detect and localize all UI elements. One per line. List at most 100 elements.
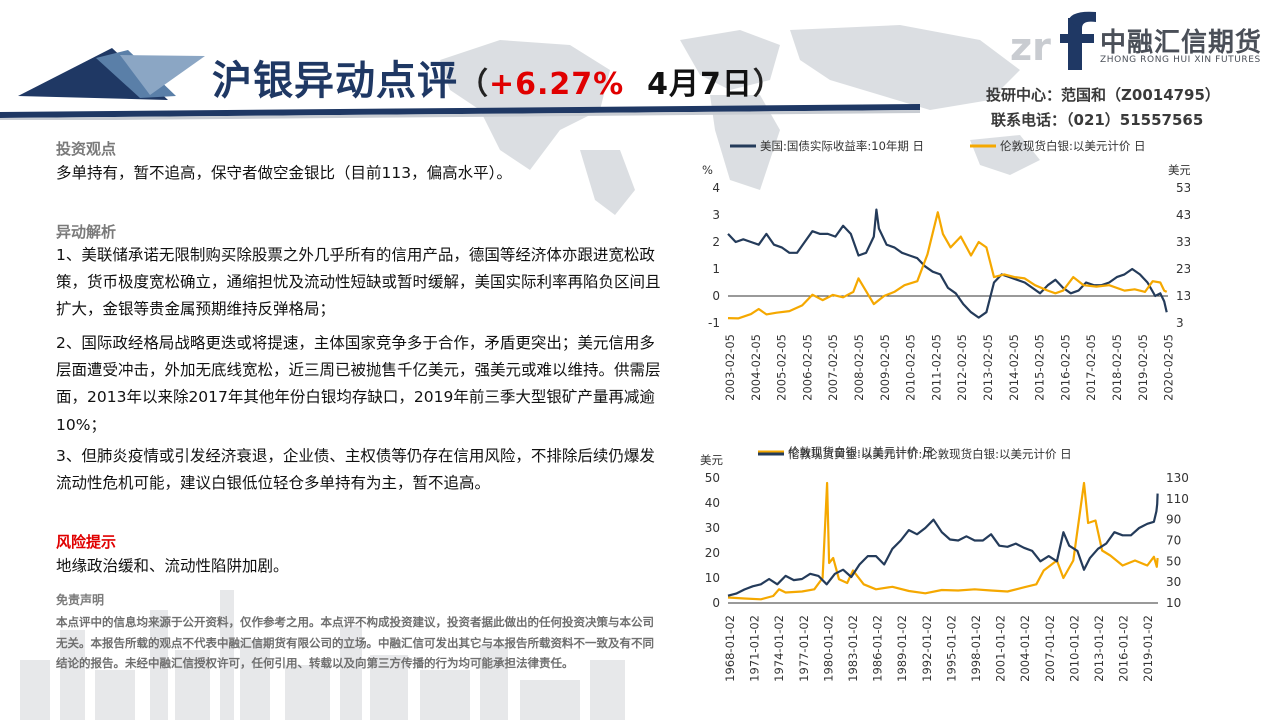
- title-date-text: 4月7日: [647, 67, 753, 102]
- x-tick-label: 2008-02-05: [852, 334, 866, 401]
- legend-label: 美国:国债实际收益率:10年期 日: [760, 139, 924, 153]
- x-tick-label: 1977-01-02: [797, 615, 811, 682]
- company-logo-icon: zr: [1010, 11, 1096, 70]
- right-tick-label: 50: [1166, 554, 1181, 568]
- right-tick-label: 90: [1166, 513, 1181, 527]
- x-tick-label: 2003-02-05: [723, 334, 737, 401]
- series-line: [727, 208, 1168, 319]
- x-tick-label: 1998-01-02: [969, 615, 983, 682]
- x-tick-label: 1968-01-02: [723, 615, 737, 682]
- analysis-paragraph-1: 1、美联储承诺无限制购买除股票之外几乎所有的信用产品，德国等经济体亦跟进宽松政策…: [56, 246, 661, 319]
- left-tick-label: 3: [712, 208, 720, 222]
- analysis-heading: 异动解析: [56, 223, 117, 241]
- x-tick-label: 2015-02-05: [1033, 334, 1047, 401]
- x-tick-label: 1986-01-02: [871, 615, 885, 682]
- left-tick-label: 0: [712, 289, 720, 303]
- right-tick-label: 30: [1166, 575, 1181, 589]
- legend-label: 伦敦现货白银:以美元计价 日: [788, 445, 934, 459]
- legend-label: 伦敦现货黄金:以美元计价:/伦敦现货白银:以美元计价 日: [788, 447, 1072, 461]
- left-tick-label: 50: [705, 471, 720, 485]
- right-tick-label: 13: [1176, 289, 1190, 303]
- x-tick-label: 1971-01-02: [748, 615, 762, 682]
- x-tick-label: 2007-02-05: [826, 334, 840, 401]
- right-tick-label: 10: [1166, 596, 1181, 610]
- logo-name-cn: 中融汇信期货: [1100, 28, 1263, 58]
- svg-text:zr: zr: [1010, 25, 1051, 69]
- right-tick-label: 33: [1176, 235, 1190, 249]
- x-tick-label: 2001-01-02: [994, 615, 1008, 682]
- analyst-info: 投研中心：范国和（Z0014795）: [986, 86, 1220, 104]
- x-tick-label: 1992-01-02: [920, 615, 934, 682]
- logo-name-en: ZHONG RONG HUI XIN FUTURES: [1100, 55, 1261, 65]
- left-tick-label: 2: [712, 235, 720, 249]
- right-tick-label: 3: [1176, 316, 1184, 330]
- x-tick-label: 2019-02-05: [1136, 334, 1150, 401]
- x-tick-label: 2016-02-05: [1058, 334, 1072, 401]
- right-tick-label: 130: [1166, 471, 1189, 485]
- right-tick-label: 53: [1176, 181, 1190, 195]
- title-date: 4月7日: [624, 67, 753, 102]
- x-tick-label: 2010-01-02: [1067, 615, 1081, 682]
- x-tick-label: 1983-01-02: [846, 615, 860, 682]
- series-line: [727, 481, 1159, 601]
- city-skyline-background: [20, 590, 625, 720]
- left-tick-label: 1: [712, 262, 720, 276]
- left-tick-label: 30: [705, 521, 720, 535]
- legend-label: 伦敦现货白银:以美元计价 日: [1000, 139, 1146, 153]
- x-tick-label: 1974-01-02: [772, 615, 786, 682]
- x-tick-label: 2020-02-05: [1162, 334, 1176, 401]
- left-tick-label: 40: [705, 496, 720, 510]
- view-text: 多单持有，暂不追高，保守者做空金银比（目前113，偏高水平）。: [56, 164, 512, 182]
- disclaimer-heading: 免责声明: [56, 593, 105, 607]
- risk-text: 地缘政治缓和、流动性陷阱加剧。: [56, 557, 289, 575]
- x-tick-label: 2006-02-05: [800, 334, 814, 401]
- left-axis-unit: %: [702, 163, 713, 177]
- title-silver: 沪银: [212, 58, 294, 104]
- chart-silver-vs-gold-silver-ratio: 伦敦现货白银:以美元计价 日伦敦现货黄金:以美元计价:/伦敦现货白银:以美元计价…: [700, 445, 1189, 682]
- x-tick-label: 2004-01-02: [1018, 615, 1032, 682]
- left-tick-label: 4: [712, 181, 720, 195]
- x-tick-label: 2004-02-05: [749, 334, 763, 401]
- left-tick-label: 10: [705, 571, 720, 585]
- page-title: 沪银异动点评（+6.27% 4月7日）: [212, 48, 784, 106]
- title-move-review: 异动点评: [294, 58, 458, 104]
- right-tick-label: 70: [1166, 534, 1181, 548]
- left-axis-unit: 美元: [700, 453, 723, 467]
- series-line: [727, 211, 1168, 320]
- left-tick-label: -1: [708, 316, 720, 330]
- x-tick-label: 2005-02-05: [775, 334, 789, 401]
- x-tick-label: 1995-01-02: [944, 615, 958, 682]
- x-tick-label: 2016-01-02: [1117, 615, 1131, 682]
- left-tick-label: 20: [705, 546, 720, 560]
- x-tick-label: 2018-02-05: [1110, 334, 1124, 401]
- x-tick-label: 2011-02-05: [929, 334, 943, 401]
- chart-real-yield-vs-silver: 美国:国债实际收益率:10年期 日伦敦现货白银:以美元计价 日% 美元43210-…: [702, 139, 1190, 401]
- x-tick-label: 2014-02-05: [1007, 334, 1021, 401]
- right-tick-label: 110: [1166, 492, 1189, 506]
- view-heading: 投资观点: [56, 140, 117, 158]
- phone-info: 联系电话：（021）51557565: [991, 111, 1204, 129]
- right-tick-label: 43: [1176, 208, 1190, 222]
- x-tick-label: 2013-02-05: [981, 334, 995, 401]
- x-tick-label: 1980-01-02: [821, 615, 835, 682]
- title-paren-open: （: [458, 67, 489, 102]
- left-tick-label: 0: [712, 596, 720, 610]
- title-paren-close: ）: [752, 67, 784, 102]
- x-tick-label: 2019-01-02: [1141, 615, 1155, 682]
- x-tick-label: 2017-02-05: [1084, 334, 1098, 401]
- title-change-pct: +6.27%: [489, 67, 625, 102]
- x-tick-label: 1989-01-02: [895, 615, 909, 682]
- world-map-background: [440, 25, 1040, 215]
- series-line: [727, 493, 1159, 597]
- risk-heading: 风险提示: [56, 533, 117, 551]
- header-decoration: [0, 48, 920, 120]
- x-tick-label: 2012-02-05: [955, 334, 969, 401]
- right-axis-unit: 美元: [1168, 163, 1190, 177]
- x-tick-label: 2007-01-02: [1043, 615, 1057, 682]
- x-tick-label: 2010-02-05: [904, 334, 918, 401]
- right-tick-label: 23: [1176, 262, 1190, 276]
- x-tick-label: 2013-01-02: [1092, 615, 1106, 682]
- analysis-paragraph-3: 3、但肺炎疫情或引发经济衰退，企业债、主权债等仍存在信用风险，不排除后续仍爆发流…: [56, 447, 655, 493]
- disclaimer-text: 本点评中的信息均来源于公开资料，仅作参考之用。本点评不构成投资建议，投资者据此做…: [56, 615, 654, 670]
- analysis-paragraph-2: 2、国际政经格局战略更迭或将提速，主体国家竞争多于合作，矛盾更突出；美元信用多层…: [56, 334, 661, 434]
